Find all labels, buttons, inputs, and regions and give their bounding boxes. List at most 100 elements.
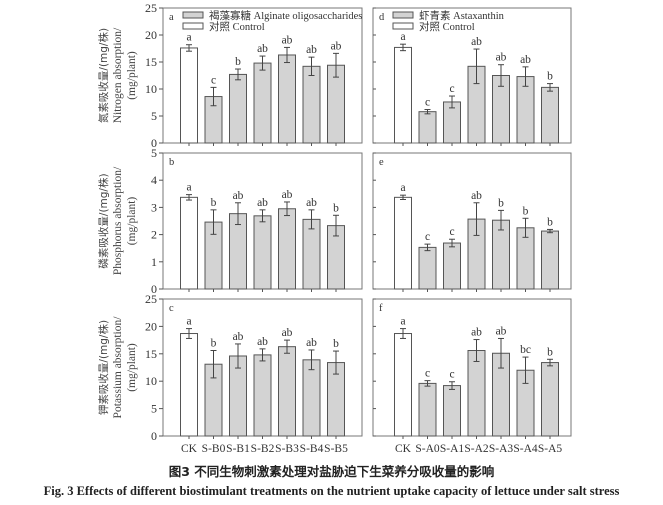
bar-S-A5: [541, 362, 559, 437]
bar-S-A0: [418, 382, 437, 437]
bar-S-A5: [541, 86, 559, 144]
bar-S-A1: [443, 242, 461, 290]
panel-letter-f: f: [379, 303, 383, 314]
x-tick-label: S-A3: [489, 443, 514, 455]
significance-letter: ab: [471, 190, 482, 202]
significance-letter: c: [211, 74, 216, 86]
x-tick-label: S-B1: [226, 443, 250, 455]
significance-letter: ab: [331, 40, 342, 52]
significance-letter: ab: [496, 325, 507, 337]
x-tick-label: S-B4: [300, 443, 324, 455]
significance-letter: b: [547, 346, 553, 358]
significance-letter: b: [547, 216, 553, 228]
x-tick-label: S-B2: [251, 443, 275, 455]
significance-letter: a: [400, 316, 405, 328]
y-tick-label: 15: [145, 347, 157, 361]
significance-letter: a: [186, 32, 191, 44]
y-tick-label: 5: [151, 402, 157, 416]
significance-letter: ab: [520, 54, 531, 66]
significance-letter: a: [186, 316, 191, 328]
x-tick-label: S-A4: [513, 443, 538, 455]
panel-letter-e: e: [379, 157, 384, 168]
significance-letter: ab: [257, 43, 268, 55]
y-tick-label: 10: [145, 82, 157, 96]
significance-letter: ab: [496, 52, 507, 64]
significance-letter: c: [449, 83, 454, 95]
caption-english: Fig. 3 Effects of different biostimulant…: [43, 484, 620, 498]
y-tick-label: 1: [151, 255, 157, 269]
y-tick-label: 25: [145, 1, 157, 15]
significance-letter: b: [235, 56, 241, 68]
legend-swatch-control: [392, 22, 414, 30]
significance-letter: c: [449, 369, 454, 381]
y-axis-label: Nitrogen absorption/: [112, 27, 124, 123]
bar-S-B4: [302, 359, 321, 437]
legend-label-control: 对照 Control: [419, 20, 475, 33]
significance-letter: b: [498, 197, 504, 209]
bar-S-B4: [302, 218, 321, 290]
y-tick-label: 4: [151, 173, 157, 187]
significance-letter: ab: [257, 197, 268, 209]
bar-CK: [394, 46, 412, 144]
bar-CK: [180, 333, 198, 437]
significance-letter: ab: [471, 36, 482, 48]
significance-letter: ab: [282, 189, 293, 201]
y-axis-label: 钾素吸收量/(mg/株): [97, 320, 110, 415]
bar-S-B4: [302, 65, 321, 144]
bar-CK: [180, 47, 198, 144]
y-tick-label: 20: [145, 28, 157, 42]
caption-chinese: 图3 不同生物刺激素处理对盐胁迫下生菜养分吸收量的影响: [168, 464, 495, 479]
significance-letter: bc: [520, 344, 531, 356]
bar-S-A3: [492, 219, 510, 290]
x-tick-label: S-A0: [415, 443, 440, 455]
panel-letter-c: c: [169, 303, 174, 314]
bar-S-B2: [253, 215, 272, 290]
y-axis-label: Potassium absorption/: [112, 316, 124, 419]
y-tick-label: 3: [151, 200, 157, 214]
significance-letter: c: [425, 97, 430, 109]
legend-label-control: 对照 Control: [209, 20, 265, 33]
x-tick-label: S-B3: [275, 443, 299, 455]
legend-swatch-control: [182, 22, 204, 30]
significance-letter: ab: [257, 336, 268, 348]
bar-S-B3: [278, 208, 296, 290]
significance-letter: b: [333, 338, 339, 350]
significance-letter: b: [333, 202, 339, 214]
panel-letter-a: a: [169, 12, 174, 23]
significance-letter: b: [523, 205, 529, 217]
significance-letter: c: [425, 231, 430, 243]
significance-letter: a: [400, 31, 405, 43]
significance-letter: ab: [233, 190, 244, 202]
significance-letter: b: [211, 338, 217, 350]
significance-letter: a: [400, 182, 405, 194]
x-tick-label: S-A1: [440, 443, 465, 455]
bar-S-A1: [443, 385, 461, 437]
x-tick-label: S-B0: [202, 443, 226, 455]
legend-swatch-treatment: [392, 11, 414, 19]
x-tick-label: CK: [395, 443, 412, 455]
significance-letter: ab: [471, 327, 482, 339]
y-tick-label: 2: [151, 228, 157, 242]
panel-letter-d: d: [379, 12, 385, 23]
x-tick-label: S-A5: [538, 443, 563, 455]
y-axis-label: (mg/plant): [126, 343, 138, 392]
y-axis-label: (mg/plant): [126, 197, 138, 246]
y-tick-label: 0: [151, 429, 157, 443]
y-tick-label: 10: [145, 374, 157, 388]
bar-S-B3: [278, 346, 296, 437]
significance-letter: c: [449, 226, 454, 238]
legend-label-treatment: 虾青素 Astaxanthin: [419, 9, 505, 22]
significance-letter: ab: [306, 197, 317, 209]
bar-S-A5: [541, 230, 559, 290]
significance-letter: ab: [306, 337, 317, 349]
significance-letter: b: [211, 197, 217, 209]
y-axis-label: 磷素吸收量/(mg/株): [97, 173, 110, 268]
bar-CK: [394, 196, 412, 290]
significance-letter: a: [186, 182, 191, 194]
legend-swatch-treatment: [182, 11, 204, 19]
significance-letter: ab: [306, 44, 317, 56]
bar-S-A0: [418, 246, 437, 290]
y-tick-label: 25: [145, 292, 157, 306]
y-tick-label: 5: [151, 109, 157, 123]
bar-CK: [394, 333, 412, 437]
